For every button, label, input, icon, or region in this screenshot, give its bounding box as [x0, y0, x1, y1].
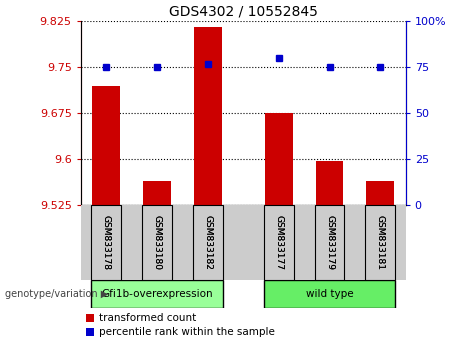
Text: GSM833181: GSM833181	[376, 215, 385, 270]
Text: GSM833178: GSM833178	[101, 215, 111, 270]
Bar	[142, 205, 172, 280]
Bar	[264, 205, 294, 280]
Text: GSM833179: GSM833179	[325, 215, 334, 270]
Bar	[264, 280, 395, 308]
Title: GDS4302 / 10552845: GDS4302 / 10552845	[169, 5, 318, 19]
Bar	[143, 181, 171, 205]
Bar	[143, 205, 171, 280]
Bar	[265, 113, 293, 205]
Text: GSM833180: GSM833180	[152, 215, 161, 270]
Text: GSM833177: GSM833177	[274, 215, 283, 270]
Text: genotype/variation ▶: genotype/variation ▶	[5, 289, 108, 299]
Bar	[315, 161, 343, 205]
Text: GSM833177: GSM833177	[274, 215, 283, 270]
Bar	[92, 86, 120, 205]
Text: GSM833181: GSM833181	[376, 215, 385, 270]
Bar	[193, 205, 223, 280]
Text: GSM833180: GSM833180	[152, 215, 161, 270]
Bar	[91, 205, 121, 280]
Bar	[314, 205, 344, 280]
Legend: transformed count, percentile rank within the sample: transformed count, percentile rank withi…	[86, 313, 275, 337]
Text: GSM833178: GSM833178	[101, 215, 111, 270]
Bar	[91, 280, 223, 308]
Bar	[366, 205, 394, 280]
Text: GSM833182: GSM833182	[203, 215, 212, 270]
Bar	[194, 205, 222, 280]
Bar	[365, 205, 395, 280]
Bar	[315, 205, 343, 280]
Bar	[366, 181, 394, 205]
Bar	[194, 27, 222, 205]
Bar	[265, 205, 293, 280]
Text: GSM833179: GSM833179	[325, 215, 334, 270]
Text: Gfi1b-overexpression: Gfi1b-overexpression	[101, 289, 213, 299]
Bar	[92, 205, 120, 280]
Text: wild type: wild type	[306, 289, 353, 299]
Text: GSM833182: GSM833182	[203, 215, 212, 270]
